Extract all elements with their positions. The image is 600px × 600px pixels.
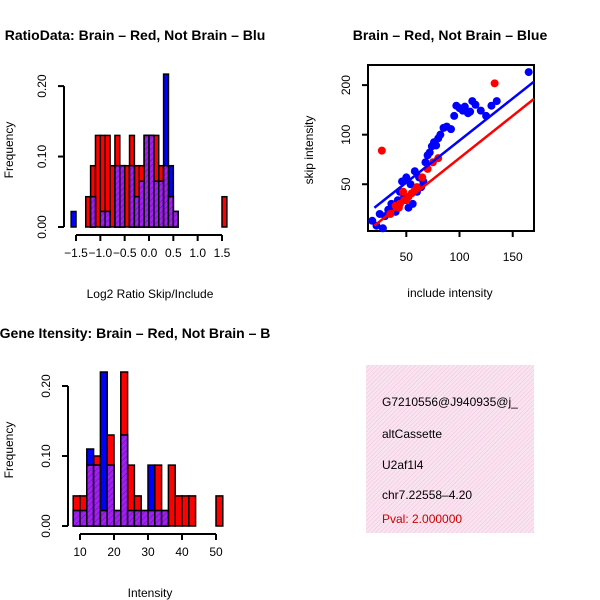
ratio-chart-title: RatioData: Brain – Red, Not Brain – Blu [5,27,266,43]
intensity-scatter: Brain – Red, Not Brain – Blue 50 100 15050… [302,27,547,300]
scatter-x-tick-label: 100 [449,250,469,264]
info-gene-name: U2af1l4 [382,458,424,472]
intensity-x-tick-label: 40 [175,545,189,559]
scatter-point-not-brain [425,148,434,157]
intensity-bar-brain [167,464,176,527]
intensity-bar-not-brain [99,371,108,527]
ratio-x-label: Log2 Ratio Skip/Include [87,287,214,301]
scatter-point-not-brain [436,130,445,139]
intensity-bars [72,371,224,527]
ratio-x-tick-label: −1.0 [88,246,112,260]
intensity-y-tick-label: 0.00 [39,514,53,538]
ratio-axes: −1.5 −1.0 −0.5 0.0 0.5 1.0 1.5 0.00 0.10 0.20 [35,74,231,260]
intensity-bar-overlap [86,464,95,527]
scatter-point-brain [399,187,408,196]
intensity-y-label: Frequency [2,422,16,479]
intensity-bar-overlap [120,434,129,527]
scatter-y-tick-label: 100 [339,124,353,144]
scatter-point-not-brain [524,68,533,77]
ratio-x-tick-label: 0.5 [165,246,182,260]
intensity-x-tick-label: 50 [209,545,223,559]
intensity-bar-overlap [79,509,88,527]
scatter-y-tick-label: 200 [339,75,353,95]
intensity-x-tick-label: 10 [73,545,87,559]
scatter-x-tick-label: 150 [503,250,523,264]
scatter-point-not-brain [408,199,417,208]
intensity-bar-overlap [72,509,81,527]
scatter-point-not-brain [447,125,455,134]
intensity-bar-overlap [147,509,156,527]
ratio-y-tick-label: 0.10 [35,145,49,169]
scatter-point-brain [377,146,386,155]
info-event-id: G7210556@J940935@j_ [382,395,518,409]
intensity-bar-overlap [140,509,149,527]
ratio-bar-overlap [104,210,111,228]
intensity-x-tick-label: 20 [107,545,121,559]
scatter-point-not-brain [450,111,459,120]
ratio-x-tick-label: 1.0 [189,246,206,260]
scatter-plot-box [367,64,535,232]
ratio-x-tick-label: 0.0 [141,246,158,260]
intensity-y-tick-label: 0.10 [39,444,53,468]
scatter-point-not-brain [487,101,496,110]
scatter-point-brain [490,79,499,88]
scatter-marks [368,68,535,233]
intensity-axes: 10 20 30 40 50 0.00 0.10 0.20 [39,374,223,559]
intensity-y-tick-label: 0.20 [39,374,53,398]
ratio-bar-overlap [172,210,179,228]
intensity-histogram: Gene Itensity: Brain – Red, Not Brain – … [0,325,270,600]
intensity-bar-brain [181,495,190,527]
intensity-bar-overlap [160,509,170,527]
ratio-histogram: RatioData: Brain – Red, Not Brain – Blu … [2,27,265,301]
scatter-point-not-brain [460,102,469,111]
ratio-y-label: Frequency [2,122,16,179]
intensity-bar-brain [174,495,183,527]
scatter-point-not-brain [492,97,501,106]
scatter-point-not-brain [476,106,485,115]
scatter-chart-title: Brain – Red, Not Brain – Blue [353,27,548,43]
intensity-bar-overlap [126,509,136,527]
intensity-bar-brain [215,495,224,527]
intensity-bar-overlap [106,464,115,527]
ratio-x-tick-label: −0.5 [113,246,137,260]
intensity-bar-overlap [133,509,142,527]
scatter-point-not-brain [471,100,480,109]
ratio-y-tick-label: 0.00 [35,215,49,239]
ratio-y-tick-label: 0.20 [35,74,49,98]
ratio-x-tick-label: 1.5 [214,246,231,260]
scatter-y-tick-label: 50 [339,177,353,191]
ratio-x-tick-label: −1.5 [64,246,88,260]
scatter-axes: 50 100 150 50 100 200 [339,75,523,264]
scatter-fit-line-not-brain [373,80,535,209]
gene-info-panel: G7210556@J940935@j_ altCassette U2af1l4 … [366,365,534,533]
scatter-point-not-brain [378,224,387,233]
scatter-y-label: skip intensity [302,116,316,185]
ratio-bar-overlap [89,195,97,228]
ratio-bars [70,73,228,228]
scatter-x-label: include intensity [407,286,492,300]
scatter-fit-line-brain [373,97,535,227]
info-pval: Pval: 2.000000 [382,512,462,526]
scatter-x-tick-label: 50 [400,250,414,264]
info-event-type: altCassette [382,427,442,441]
info-location: chr7.22558–4.20 [382,488,472,502]
intensity-x-tick-label: 30 [141,545,155,559]
intensity-chart-title: Gene Itensity: Brain – Red, Not Brain – … [0,325,270,341]
ratio-bar-overlap [119,164,126,228]
info-panel-background [366,365,534,533]
intensity-bar-overlap [154,509,163,527]
scatter-point-brain [418,173,427,182]
intensity-x-label: Intensity [128,586,173,600]
intensity-bar-overlap [99,509,108,527]
intensity-bar-overlap [92,464,102,527]
ratio-bar-brain [221,195,228,228]
scatter-point-not-brain [432,141,441,150]
scatter-point-not-brain [466,107,475,116]
ratio-bar-not-brain [70,210,77,228]
intensity-bar-brain [188,495,197,527]
intensity-bar-overlap [113,509,122,527]
